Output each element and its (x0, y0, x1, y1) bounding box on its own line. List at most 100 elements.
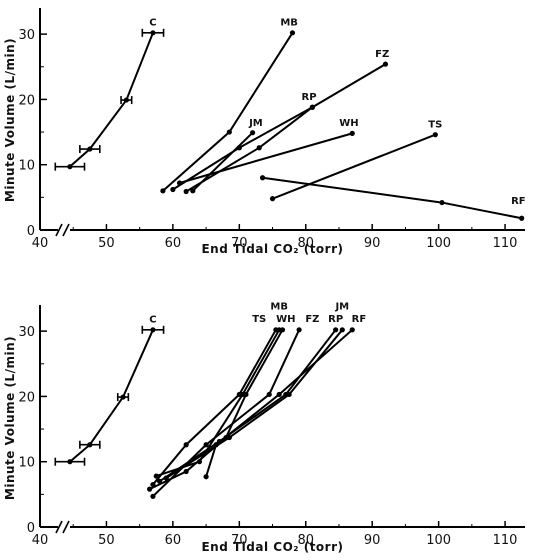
x-tick-label: 40 (32, 533, 49, 548)
series-label-c: C (149, 315, 156, 326)
series-mb (160, 30, 296, 194)
series-label-rp: RP (302, 92, 317, 103)
axis-break-mark (62, 520, 70, 534)
data-point (349, 327, 355, 333)
x-axis-label: End Tidal CO₂ (torr) (201, 540, 343, 554)
x-tick-label: 80 (297, 236, 314, 251)
data-point (67, 164, 73, 170)
data-point (286, 391, 292, 398)
series-line (155, 329, 281, 478)
data-point (87, 442, 93, 448)
series-label-ts: TS (428, 119, 442, 130)
data-point (339, 327, 345, 333)
data-point (196, 459, 203, 465)
series-label-jm: JM (248, 118, 263, 129)
data-point (259, 175, 266, 181)
data-point (276, 327, 282, 333)
series-line (192, 131, 254, 192)
series-jm (190, 130, 256, 194)
series-line (69, 32, 154, 168)
x-tick-label: 80 (297, 533, 314, 548)
data-point (120, 394, 126, 400)
data-point (296, 327, 302, 333)
x-tick-label: 60 (165, 533, 182, 548)
data-point (190, 188, 196, 194)
series-label-c: C (149, 18, 156, 29)
series-label-rf: RF (352, 314, 367, 325)
data-point (160, 188, 166, 194)
x-tick-label: 70 (231, 236, 248, 251)
series-label-jm: JM (334, 302, 349, 313)
data-point (147, 486, 153, 492)
x-tick-label: 50 (98, 236, 115, 251)
data-point (67, 459, 73, 465)
data-point (183, 188, 189, 195)
series-ts (269, 132, 438, 202)
data-point (150, 30, 156, 36)
axis-break-mark (62, 223, 70, 237)
series-line (272, 133, 436, 200)
data-point (153, 473, 159, 479)
y-tick-label: 30 (18, 325, 35, 340)
data-point (333, 327, 339, 333)
series-line (262, 176, 522, 220)
x-tick-label: 90 (364, 533, 381, 548)
y-tick-label: 0 (27, 521, 35, 536)
x-axis-label: End Tidal CO₂ (torr) (201, 242, 343, 256)
x-tick-label: 90 (364, 236, 381, 251)
x-tick-label: 40 (32, 236, 49, 251)
data-point (203, 474, 209, 480)
data-point (349, 130, 355, 136)
data-point (150, 327, 156, 333)
series-label-mb: MB (270, 302, 288, 313)
x-tick-label: 110 (493, 236, 518, 251)
y-tick-label: 10 (18, 456, 35, 471)
series-line (159, 329, 337, 483)
data-point (183, 468, 189, 475)
series-label-rp: RP (328, 314, 343, 325)
x-tick-label: 60 (165, 236, 182, 251)
data-point (183, 442, 189, 448)
data-point (250, 130, 256, 136)
y-tick-label: 20 (18, 390, 35, 405)
data-point (266, 391, 272, 398)
data-point (276, 391, 282, 398)
x-tick-label: 100 (426, 533, 451, 548)
y-tick-label: 20 (18, 93, 35, 108)
axis-break-mark (55, 223, 63, 237)
axis-break-mark (55, 520, 63, 534)
x-tick-label: 100 (426, 236, 451, 251)
series-label-fz: FZ (305, 314, 319, 325)
data-point (123, 97, 129, 103)
series-rp (156, 327, 339, 484)
data-point (156, 478, 163, 484)
chart-panel-1: 40 50 60 70 80 90 100 110 0 10 20 30 End Tidal CO₂ (… (3, 8, 526, 256)
data-point (163, 475, 169, 481)
y-axis-label: Minute Volume (L/min) (3, 336, 17, 500)
data-point (309, 104, 315, 110)
x-tick-label: 50 (98, 533, 115, 548)
data-point (170, 186, 176, 193)
series-wh (176, 130, 355, 186)
x-tick-label: 110 (493, 533, 518, 548)
y-tick-label: 10 (18, 159, 35, 174)
data-point (256, 145, 262, 151)
series-label-wh: WH (339, 118, 358, 129)
data-point (213, 442, 219, 448)
series-line (165, 329, 344, 479)
chart-panel-2: 40 50 60 70 80 90 100 110 0 10 20 30 End Tidal CO₂ (… (3, 302, 525, 554)
series-line (152, 329, 277, 486)
data-point (150, 481, 156, 488)
series-label-fz: FZ (375, 49, 389, 60)
series-rf (259, 175, 525, 221)
data-point (176, 180, 183, 186)
data-point (439, 199, 445, 206)
series-line (205, 329, 353, 478)
data-point (289, 30, 296, 36)
data-point (150, 493, 156, 499)
series-wh (153, 327, 282, 479)
series-ts (150, 327, 279, 488)
series-line (179, 132, 353, 184)
data-point (240, 391, 246, 398)
